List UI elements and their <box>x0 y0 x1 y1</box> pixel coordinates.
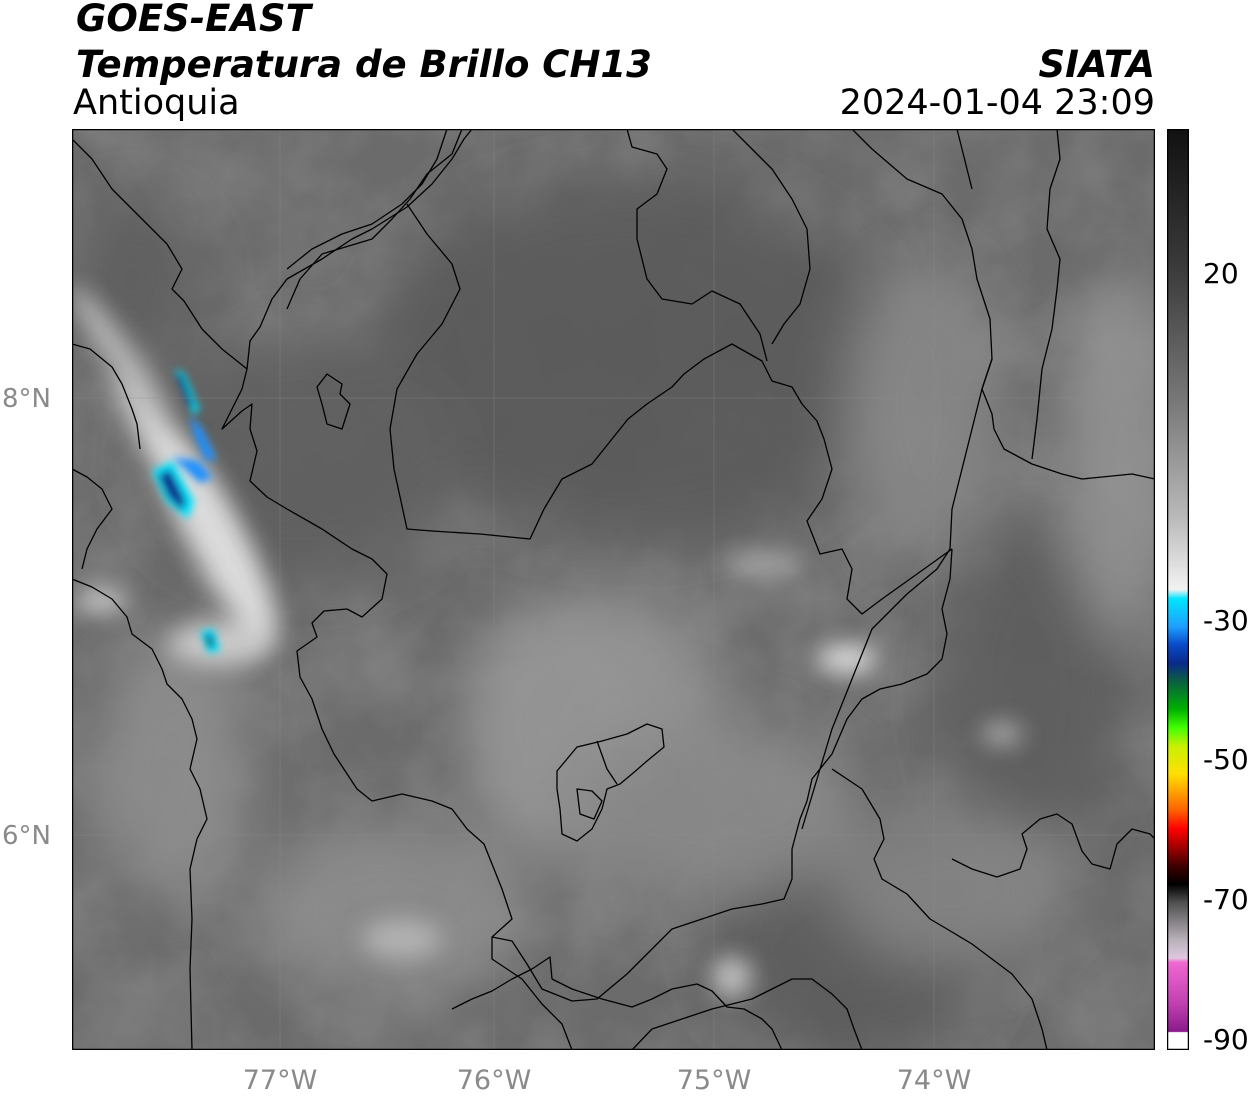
satellite-map <box>72 129 1155 1050</box>
antioquia-inner-border <box>389 203 953 615</box>
cloud-fields <box>92 259 1155 999</box>
agency-label: SIATA <box>1038 43 1155 86</box>
colorbar-tick-minus70: -70 <box>1203 883 1249 916</box>
colorbar <box>1167 129 1189 1050</box>
lon-label-74w: 74°W <box>896 1065 972 1096</box>
colorbar-tick-minus90: -90 <box>1203 1023 1249 1056</box>
region-label: Antioquia <box>73 83 240 123</box>
convective-cores <box>152 369 220 653</box>
lat-label-8n: 8°N <box>2 384 51 414</box>
lon-label-75w: 75°W <box>676 1065 752 1096</box>
bright-cloud-streaks <box>72 284 1022 997</box>
colorbar-tick-minus30: -30 <box>1203 604 1249 637</box>
colorbar-tick-20: 20 <box>1203 257 1239 290</box>
product-title: Temperatura de Brillo CH13 <box>76 43 652 86</box>
gulf-urabá-coast <box>316 373 351 430</box>
lon-label-76w: 76°W <box>456 1065 532 1096</box>
colorbar-tick-minus50: -50 <box>1203 743 1249 776</box>
coastline <box>72 138 573 1050</box>
graticule <box>72 129 1155 1050</box>
lat-label-6n: 6°N <box>2 821 51 851</box>
satellite-title: GOES-EAST <box>76 0 311 40</box>
boundaries <box>72 129 1155 1050</box>
datetime-label: 2024-01-04 23:09 <box>839 83 1155 123</box>
lon-label-77w: 77°W <box>242 1065 318 1096</box>
antioquia-border <box>246 129 473 370</box>
